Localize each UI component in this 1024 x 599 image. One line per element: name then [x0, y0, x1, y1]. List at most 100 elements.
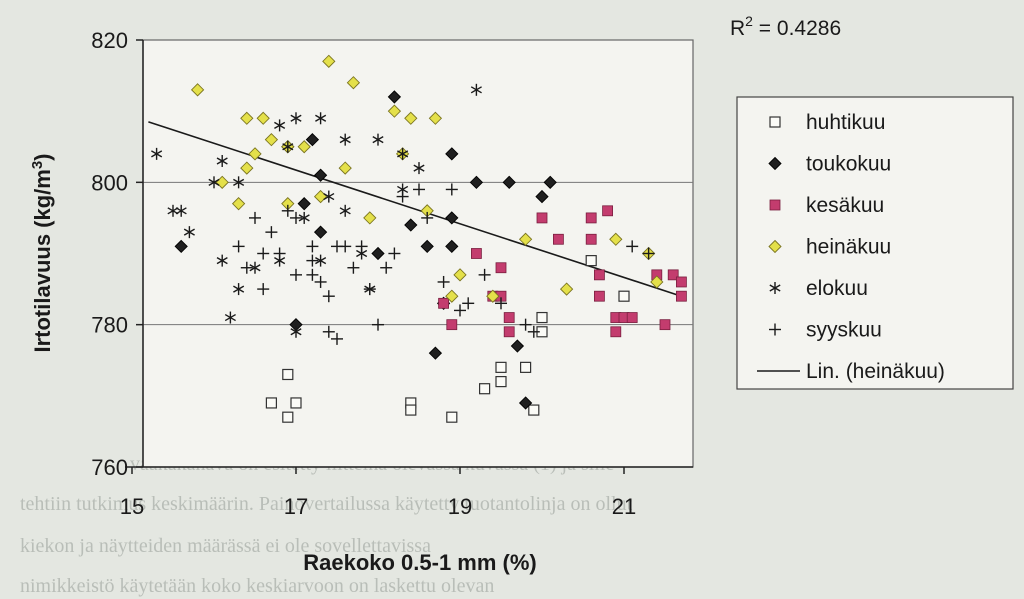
data-point — [339, 204, 351, 217]
data-point — [445, 183, 458, 196]
x-tick-label: 15 — [120, 494, 144, 519]
y-tick-label: 820 — [91, 28, 128, 53]
data-point — [420, 239, 434, 254]
background-text-line: nimikkeistö käytetään koko keskiarvoon o… — [20, 575, 494, 597]
data-point — [676, 276, 687, 288]
data-point — [396, 190, 409, 203]
series-asterisk — [151, 83, 482, 338]
data-point — [273, 247, 286, 260]
data-point — [290, 397, 302, 409]
data-point — [446, 411, 458, 423]
data-point — [297, 140, 311, 154]
legend-label: huhtikuu — [806, 111, 885, 134]
data-point — [232, 240, 245, 253]
data-point — [231, 197, 246, 211]
data-point — [453, 268, 467, 282]
series-square-open — [265, 255, 630, 423]
r-squared-sup: 2 — [745, 13, 753, 29]
data-point — [282, 140, 294, 153]
data-point — [618, 290, 630, 302]
data-point — [503, 312, 515, 323]
x-axis-title: Raekoko 0.5-1 mm (%) — [303, 550, 537, 575]
x-tick-label: 19 — [448, 494, 472, 519]
data-point — [355, 240, 368, 253]
data-point — [445, 239, 459, 254]
data-point — [479, 383, 491, 395]
data-point — [387, 90, 402, 104]
legend-label: Lin. (heinäkuu) — [806, 360, 945, 383]
data-point — [535, 189, 549, 204]
data-point — [256, 111, 270, 125]
data-point — [594, 269, 605, 281]
data-point — [528, 404, 540, 416]
data-point — [190, 83, 205, 97]
legend-label: heinäkuu — [806, 236, 891, 259]
data-point — [183, 226, 195, 239]
data-point — [413, 162, 425, 175]
y-axis-title-text: Irtotilavuus (kg/m — [30, 169, 55, 352]
axes — [125, 40, 693, 468]
legend: huhtikuu toukokuu kesäkuu heinäkuu elokuu syy… — [757, 111, 945, 383]
y-axis-title-end: ) — [30, 153, 55, 160]
data-point — [313, 168, 328, 182]
data-point — [290, 325, 302, 338]
data-point — [313, 225, 328, 239]
data-point — [478, 268, 491, 281]
gridlines — [143, 181, 693, 326]
data-point — [527, 325, 540, 338]
data-point — [240, 161, 254, 175]
data-point — [585, 212, 597, 224]
data-point — [265, 397, 277, 409]
series-diamond — [174, 90, 557, 410]
legend-label: kesäkuu — [806, 194, 884, 217]
legend-box — [736, 96, 1014, 390]
x-tick-label: 17 — [284, 494, 308, 519]
trendline-layer — [148, 121, 682, 297]
legend-item: syyskuu — [769, 319, 882, 342]
data-point — [519, 361, 532, 373]
x-tick-label: 21 — [612, 494, 636, 519]
data-point — [305, 132, 320, 147]
data-point — [216, 254, 228, 267]
legend-label: elokuu — [806, 277, 868, 300]
data-point — [298, 211, 310, 224]
y-tick-label: 800 — [91, 170, 128, 195]
r-squared-base: R — [730, 17, 745, 40]
data-point — [233, 283, 245, 296]
data-point — [249, 211, 261, 224]
legend-marker — [769, 282, 781, 294]
legend-item: kesäkuu — [769, 194, 884, 217]
data-point — [609, 232, 623, 246]
data-point — [536, 311, 548, 324]
data-point — [339, 133, 351, 146]
data-point — [372, 318, 384, 331]
legend-marker — [769, 116, 781, 128]
data-point — [470, 83, 482, 96]
data-point — [322, 325, 335, 338]
data-point — [264, 132, 279, 147]
r-squared-value: = 0.4286 — [753, 17, 841, 40]
data-point — [322, 54, 336, 68]
data-point — [421, 211, 434, 224]
data-point — [387, 104, 402, 118]
data-point — [208, 176, 220, 189]
r-squared-annotation: R2 = 0.4286 — [730, 13, 841, 40]
data-point — [363, 211, 377, 225]
legend-marker — [768, 239, 782, 254]
data-point — [428, 111, 443, 125]
data-point — [495, 361, 507, 373]
data-point — [388, 247, 401, 260]
data-point — [502, 175, 516, 189]
data-point — [594, 290, 605, 302]
data-point — [306, 240, 319, 253]
x-tick-labels: 15 17 19 21 — [120, 467, 636, 519]
data-point — [510, 339, 525, 353]
data-point — [315, 112, 327, 125]
data-point — [518, 232, 533, 246]
data-point — [265, 226, 278, 239]
data-point — [428, 346, 443, 360]
data-point — [667, 269, 679, 281]
data-point — [347, 261, 360, 274]
y-axis-title-sup: 3 — [29, 161, 46, 169]
